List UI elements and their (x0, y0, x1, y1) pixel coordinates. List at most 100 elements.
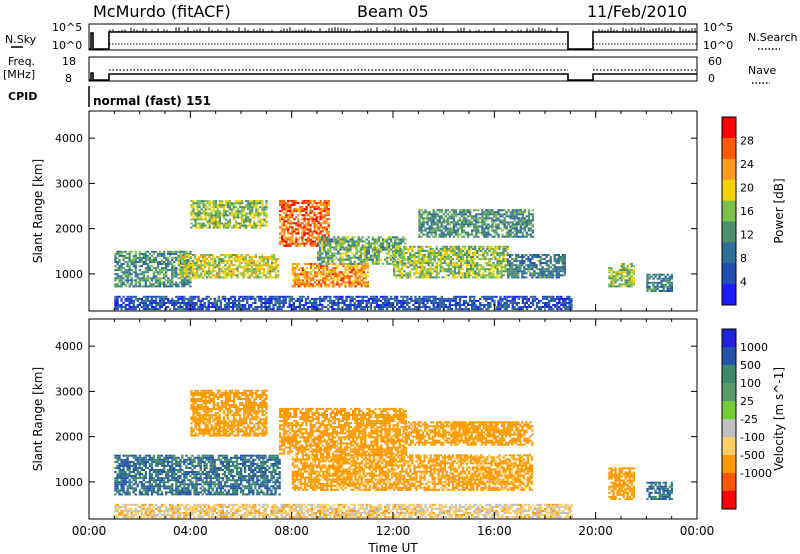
power-cell (241, 202, 244, 205)
power-cell (441, 266, 444, 269)
power-cell (212, 216, 215, 219)
power-cell (448, 297, 451, 300)
power-cell (362, 277, 365, 280)
power-cell (385, 252, 389, 255)
power-cell (144, 261, 147, 263)
power-cell (303, 283, 307, 286)
power-cell (295, 273, 298, 276)
power-cell (226, 202, 230, 205)
power-cell (124, 275, 127, 278)
power-cell (608, 269, 611, 272)
power-cell (257, 216, 260, 219)
power-cell (402, 297, 405, 300)
power-cell (301, 283, 305, 286)
power-cell (283, 234, 286, 237)
power-cell (490, 247, 493, 250)
power-cell (283, 206, 286, 208)
power-cell (457, 252, 461, 254)
power-cell (212, 210, 215, 213)
power-cell (210, 220, 213, 223)
power-cell (398, 240, 401, 243)
power-cell (456, 219, 460, 222)
power-cell (362, 283, 365, 286)
power-cell (332, 281, 335, 284)
power-cell (561, 266, 564, 269)
power-cell (463, 245, 467, 248)
power-cell (473, 235, 476, 238)
power-cell (152, 256, 156, 259)
power-cell (290, 295, 293, 298)
power-cell (517, 213, 520, 216)
power-cell (136, 285, 139, 288)
power-cell (324, 281, 327, 284)
power-cell (284, 299, 287, 302)
power-cell (183, 297, 186, 300)
power-cell (232, 268, 235, 271)
power-cell (447, 256, 450, 258)
power-cell (283, 202, 286, 204)
power-cell (500, 276, 503, 279)
power-cell (460, 219, 464, 222)
power-cell (258, 297, 261, 300)
power-cell (482, 254, 485, 256)
power-cell (285, 226, 288, 229)
power-cell (206, 270, 209, 273)
power-cell (287, 222, 290, 225)
power-cell (612, 271, 615, 274)
power-cell (148, 265, 152, 268)
power-cell (319, 224, 322, 227)
power-cell (481, 219, 484, 222)
power-cell (232, 272, 235, 275)
power-cell (179, 306, 182, 308)
power-cell (124, 299, 127, 302)
power-cell (464, 223, 468, 226)
power-cell (327, 240, 330, 243)
power-cell (290, 299, 293, 302)
power-cell (291, 214, 294, 217)
power-cell (462, 223, 466, 226)
power-cell (507, 223, 510, 226)
power-cell (331, 238, 334, 241)
power-cell (215, 302, 218, 304)
power-cell (224, 274, 227, 277)
nave-label: Nave (748, 64, 776, 77)
power-cell (458, 302, 462, 304)
power-cell (239, 200, 242, 203)
power-cell (177, 256, 180, 259)
power-cell (488, 272, 491, 275)
power-cell (497, 227, 500, 230)
power-cell (475, 213, 478, 216)
power-cell (529, 266, 532, 269)
power-cell (218, 276, 221, 279)
power-cell (124, 261, 127, 263)
power-cell (458, 297, 462, 300)
power-cell (411, 249, 414, 252)
power-cell (337, 306, 340, 308)
power-cell (134, 265, 137, 268)
power-cell (325, 262, 328, 265)
power-cell (242, 256, 245, 258)
power-cell (289, 220, 292, 223)
power-cell (460, 223, 464, 226)
power-cell (126, 277, 129, 280)
power-cell (301, 236, 304, 239)
power-cell (428, 235, 431, 238)
power-cell (295, 236, 298, 239)
power-cell (398, 244, 401, 247)
power-cell (426, 219, 429, 222)
power-cell (201, 297, 204, 300)
power-cell (331, 304, 334, 306)
power-cell (533, 274, 536, 277)
power-cell (359, 260, 362, 263)
power-cell (160, 267, 164, 270)
power-cell (468, 264, 471, 267)
power-cell (298, 297, 302, 300)
power-cell (247, 212, 250, 215)
power-cell (430, 221, 433, 224)
power-cell (264, 297, 267, 300)
power-cell (301, 202, 304, 204)
power-cell (521, 235, 524, 238)
power-cell (212, 266, 215, 269)
power-cell (259, 218, 262, 221)
power-cell (144, 308, 147, 311)
